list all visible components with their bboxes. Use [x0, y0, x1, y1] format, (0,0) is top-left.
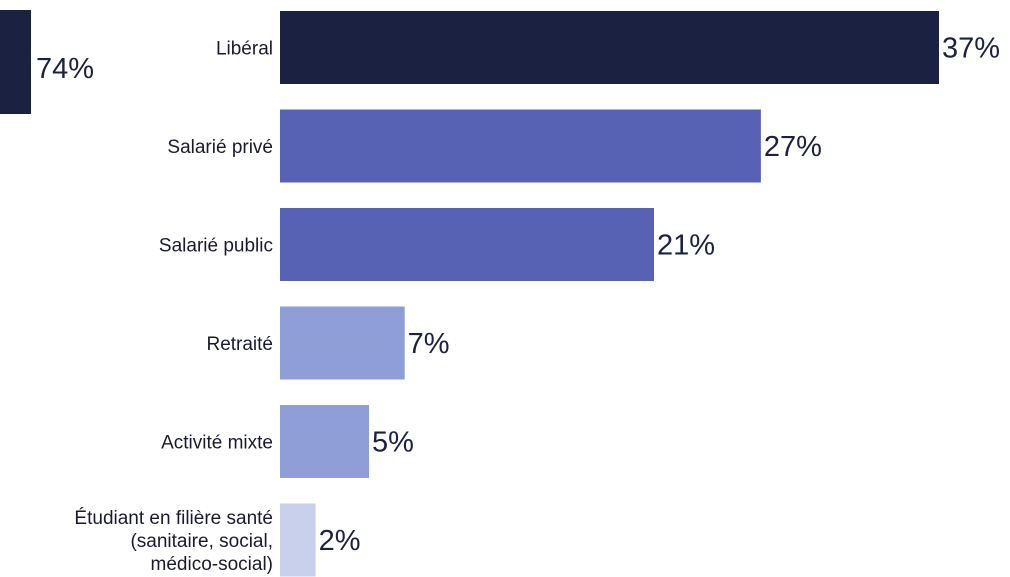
- value-label: 37%: [942, 33, 1000, 65]
- bar-chart-group: Libéral 37% Salarié privé 27% Salarié public…: [74, 11, 1000, 577]
- value-label: 21%: [657, 230, 715, 262]
- bar: [280, 11, 939, 84]
- category-label: Retraité: [206, 334, 273, 355]
- value-label: 5%: [372, 427, 414, 459]
- partial-bar: [0, 10, 31, 114]
- bar: [280, 306, 405, 380]
- value-label: 27%: [764, 131, 822, 163]
- bar: [280, 503, 316, 577]
- category-label: Étudiant en filière santé: [74, 508, 273, 529]
- value-label: 2%: [319, 525, 361, 557]
- category-label: Activité mixte: [161, 433, 273, 454]
- value-label: 7%: [408, 328, 450, 360]
- category-label: Libéral: [216, 39, 273, 60]
- category-label: Salarié public: [159, 236, 273, 257]
- bar: [280, 208, 655, 281]
- category-label: Salarié privé: [167, 137, 273, 158]
- partial-bar-value-label: 74%: [36, 53, 94, 85]
- bar: [280, 109, 761, 183]
- category-label: (sanitaire, social,: [130, 531, 273, 552]
- partial-bar-group: 74%: [0, 10, 94, 114]
- category-label: médico-social): [151, 554, 273, 575]
- bar: [280, 405, 370, 478]
